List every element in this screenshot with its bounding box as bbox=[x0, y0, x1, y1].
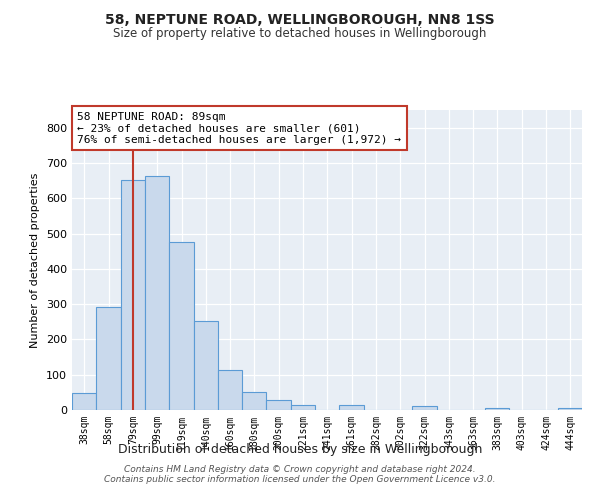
Bar bbox=[412, 406, 437, 410]
Bar bbox=[291, 405, 315, 410]
Bar bbox=[121, 180, 145, 410]
Text: 58 NEPTUNE ROAD: 89sqm
← 23% of detached houses are smaller (601)
76% of semi-de: 58 NEPTUNE ROAD: 89sqm ← 23% of detached… bbox=[77, 112, 401, 144]
Bar bbox=[96, 306, 121, 410]
Text: Contains public sector information licensed under the Open Government Licence v3: Contains public sector information licen… bbox=[104, 476, 496, 484]
Text: Size of property relative to detached houses in Wellingborough: Size of property relative to detached ho… bbox=[113, 28, 487, 40]
Text: Distribution of detached houses by size in Wellingborough: Distribution of detached houses by size … bbox=[118, 442, 482, 456]
Bar bbox=[72, 394, 96, 410]
Bar bbox=[169, 242, 194, 410]
Text: 58, NEPTUNE ROAD, WELLINGBOROUGH, NN8 1SS: 58, NEPTUNE ROAD, WELLINGBOROUGH, NN8 1S… bbox=[105, 12, 495, 26]
Bar bbox=[218, 370, 242, 410]
Bar bbox=[194, 320, 218, 410]
Bar bbox=[339, 405, 364, 410]
Y-axis label: Number of detached properties: Number of detached properties bbox=[31, 172, 40, 348]
Bar bbox=[145, 176, 169, 410]
Bar bbox=[558, 408, 582, 410]
Bar bbox=[242, 392, 266, 410]
Bar bbox=[485, 408, 509, 410]
Bar bbox=[266, 400, 291, 410]
Text: Contains HM Land Registry data © Crown copyright and database right 2024.: Contains HM Land Registry data © Crown c… bbox=[124, 466, 476, 474]
